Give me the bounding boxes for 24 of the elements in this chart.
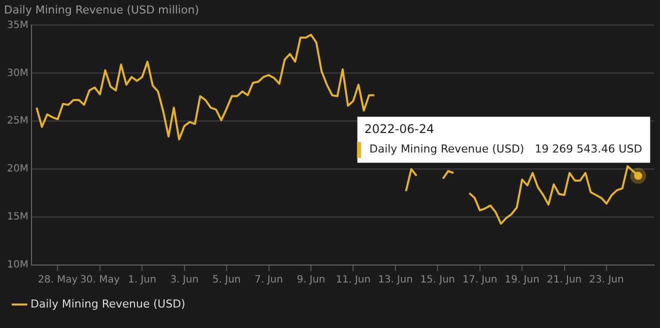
x-tick-label: 30. May — [80, 274, 120, 286]
annotation: Daily Mining Revenue (USD) 19 269 543.46 USD — [369, 142, 642, 156]
x-tick-label: 21. Jun — [546, 274, 582, 286]
x-tick-label: 13. Jun — [378, 274, 413, 286]
y-tick-label: 10M — [6, 260, 28, 271]
x-tick-label: 15. Jun — [420, 274, 456, 286]
y-tick-label: 30M — [6, 68, 28, 79]
x-tick-label: 9. Jun — [296, 274, 326, 286]
annotation: 2022-06-24 — [364, 122, 434, 136]
x-tick-label: 1. Jun — [128, 274, 156, 286]
x-tick-label: 3. Jun — [170, 274, 199, 286]
x-tick-label: 11. Jun — [336, 274, 371, 286]
y-tick-label: 25M — [6, 116, 28, 127]
x-tick-label: 28. May — [38, 274, 78, 286]
x-tick-label: 7. Jun — [254, 274, 283, 286]
y-tick-label: 35M — [6, 20, 28, 31]
legend-label: Daily Mining Revenue (USD) — [30, 297, 186, 310]
y-tick-label: 15M — [6, 212, 28, 223]
chart-title: Daily Mining Revenue (USD million) — [4, 3, 199, 16]
x-tick-label: 5. Jun — [212, 274, 241, 286]
y-tick-label: 20M — [6, 164, 28, 175]
x-tick-label: 23. Jun — [589, 274, 624, 286]
x-tick-label: 19. Jun — [504, 274, 540, 286]
x-tick-label: 17. Jun — [462, 274, 498, 286]
